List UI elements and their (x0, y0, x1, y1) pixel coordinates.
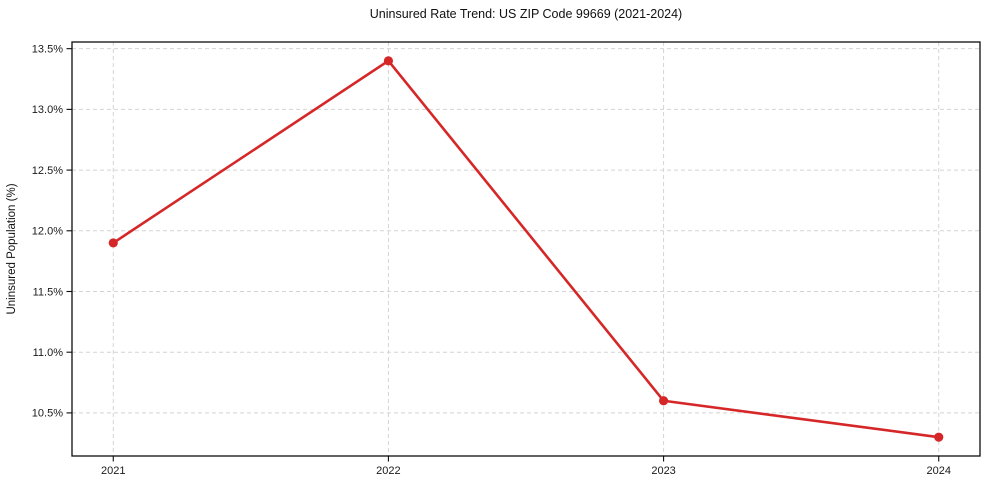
data-point (658, 396, 669, 406)
y-tick-label: 10.5% (32, 408, 63, 420)
x-tick-label: 2024 (926, 465, 950, 477)
y-tick-label: 11.5% (33, 286, 64, 298)
chart-title: Uninsured Rate Trend: US ZIP Code 99669 … (369, 7, 683, 21)
x-tick-label: 2021 (101, 465, 125, 477)
x-tick-label: 2023 (651, 465, 675, 477)
data-point (383, 56, 394, 66)
y-tick-label: 13.5% (32, 43, 63, 55)
x-tick-label: 2022 (376, 465, 400, 477)
y-tick-label: 12.0% (32, 226, 63, 238)
y-tick-label: 12.5% (32, 165, 63, 177)
y-axis-label: Uninsured Population (%) (6, 183, 18, 314)
plot-render-layer: 10.5% 11.0% 11.5% 12.0% 12.5% 13.0% 13.5% 2021 2… (32, 41, 981, 477)
data-point (108, 238, 118, 248)
y-tick-label: 11.0% (33, 347, 64, 359)
y-tick-label: 13.0% (32, 104, 63, 116)
trend-line (111, 59, 941, 439)
plot-border (71, 41, 981, 457)
data-point (934, 432, 944, 442)
